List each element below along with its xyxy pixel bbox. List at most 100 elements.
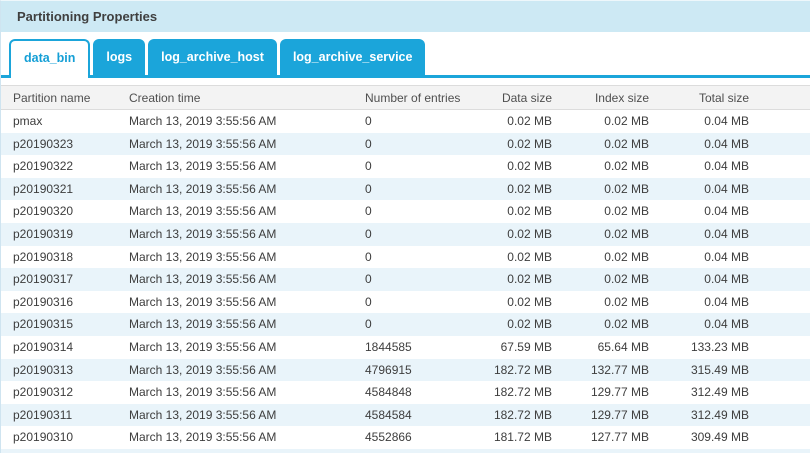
table-cell: 0.02 MB (604, 294, 649, 309)
table-cell: 132.77 MB (590, 362, 649, 377)
table-cell-filler (765, 200, 810, 223)
table-cell-filler (765, 404, 810, 427)
column-header-creation-time: Creation time (117, 85, 349, 110)
table-cell-filler (765, 381, 810, 404)
table-cell: pmax (13, 114, 43, 128)
partitions-table: Partition name Creation time Number of ent… (1, 85, 810, 449)
panel-header: Partitioning Properties (1, 1, 810, 32)
table-cell: 0.02 MB (604, 272, 649, 287)
table-cell: 0.04 MB (704, 317, 749, 332)
table-row: p20190312 March 13, 2019 3:55:56 AM 458484… (1, 381, 810, 404)
table-cell: p20190319 (13, 226, 74, 241)
tab-log_archive_host[interactable]: log_archive_host (148, 39, 277, 75)
table-cell: March 13, 2019 3:55:56 AM (129, 430, 277, 445)
table-cell: p20190322 (13, 159, 74, 174)
table-cell: 0 (365, 226, 372, 241)
table-cell-filler (765, 133, 810, 156)
table-cell: 0.02 MB (507, 114, 552, 128)
table-cell-filler (765, 155, 810, 178)
table-row: p20190322 March 13, 2019 3:55:56 AM 0 0.02 … (1, 155, 810, 178)
table-cell: 0.02 MB (507, 226, 552, 241)
table-cell: 315.49 MB (690, 362, 749, 377)
table-row: p20190319 March 13, 2019 3:55:56 AM 0 0.02 … (1, 222, 810, 246)
table-cell-filler (765, 246, 810, 269)
table-cell: 0.02 MB (507, 181, 552, 196)
table-cell: 129.77 MB (590, 407, 649, 422)
table-row: p20190315 March 13, 2019 3:55:56 AM 0 0.02 … (1, 313, 810, 336)
table-cell: 0.02 MB (507, 136, 552, 151)
table-cell: March 13, 2019 3:55:56 AM (129, 159, 277, 174)
table-cell: p20190320 (13, 204, 74, 219)
table-cell-filler (765, 359, 810, 382)
column-header-filler (765, 85, 810, 110)
table-cell: 0.04 MB (704, 272, 749, 287)
table-cell: 0.02 MB (604, 181, 649, 196)
table-cell: 0.02 MB (507, 249, 552, 264)
table-cell: 129.77 MB (590, 385, 649, 400)
table-body: pmax March 13, 2019 3:55:56 AM 0 0.02 MB 0.0… (1, 110, 810, 449)
partial-next-row (1, 448, 810, 453)
table-cell: 0.02 MB (507, 204, 552, 219)
table-cell-filler (765, 426, 810, 449)
table-cell: p20190310 (13, 430, 74, 445)
table-cell: 312.49 MB (690, 385, 749, 400)
table-cell: March 13, 2019 3:55:56 AM (129, 226, 277, 241)
table-cell: p20190316 (13, 294, 74, 309)
table-cell: 0.02 MB (507, 272, 552, 287)
table-cell-filler (765, 178, 810, 201)
table-cell: March 13, 2019 3:55:56 AM (129, 181, 277, 196)
table-cell: March 13, 2019 3:55:56 AM (129, 339, 277, 354)
table-cell: 127.77 MB (590, 430, 649, 445)
table-cell: March 13, 2019 3:55:56 AM (129, 249, 277, 264)
table-cell: 0 (365, 272, 372, 287)
table-cell: p20190313 (13, 362, 74, 377)
table-cell: 0.02 MB (604, 249, 649, 264)
table-cell: p20190314 (13, 339, 74, 354)
table-cell: 0.04 MB (704, 136, 749, 151)
table-cell: p20190311 (13, 407, 73, 422)
table-cell: 4796915 (365, 362, 412, 377)
table-cell: 4584848 (365, 385, 412, 400)
tab-data_bin[interactable]: data_bin (9, 39, 91, 78)
table-cell: 0.02 MB (604, 317, 649, 332)
table-cell: 4552866 (365, 430, 412, 445)
table-cell: 0.02 MB (507, 294, 552, 309)
table-cell-filler (765, 110, 810, 133)
table-cell: March 13, 2019 3:55:56 AM (129, 317, 277, 332)
table-row: p20190316 March 13, 2019 3:55:56 AM 0 0.02 … (1, 291, 810, 314)
table-cell: 309.49 MB (690, 430, 749, 445)
table-cell: 0.04 MB (704, 204, 749, 219)
table-cell: 0.04 MB (704, 226, 749, 241)
table-cell: 0 (365, 181, 372, 196)
table-cell: March 13, 2019 3:55:56 AM (129, 114, 277, 128)
table-cell: 0 (365, 204, 372, 219)
table-cell: 0 (365, 159, 372, 174)
table-cell: 182.72 MB (493, 362, 552, 377)
tab-logs[interactable]: logs (93, 39, 146, 75)
table-cell: 0.02 MB (604, 136, 649, 151)
table-cell-filler (765, 268, 810, 291)
table-cell: March 13, 2019 3:55:56 AM (129, 204, 277, 219)
column-header-total-size: Total size (665, 85, 765, 110)
table-row: pmax March 13, 2019 3:55:56 AM 0 0.02 MB 0.0… (1, 110, 810, 133)
tab-log_archive_service[interactable]: log_archive_service (279, 39, 426, 75)
table-cell: p20190318 (13, 249, 74, 264)
table-cell: p20190323 (13, 136, 74, 151)
table-cell: 0.02 MB (507, 317, 552, 332)
table-cell: 0.04 MB (704, 159, 749, 174)
column-header-partition-name: Partition name (1, 85, 117, 110)
column-header-index-size: Index size (568, 85, 665, 110)
table-wrap: Partition name Creation time Number of ent… (1, 85, 810, 453)
table-cell: 4584584 (365, 407, 412, 422)
table-cell: March 13, 2019 3:55:56 AM (129, 407, 277, 422)
table-cell: 133.23 MB (690, 339, 749, 354)
table-cell-filler (765, 336, 810, 359)
table-row: p20190314 March 13, 2019 3:55:56 AM 184458… (1, 336, 810, 359)
table-cell: March 13, 2019 3:55:56 AM (129, 294, 277, 309)
table-row: p20190321 March 13, 2019 3:55:56 AM 0 0.02 … (1, 177, 810, 201)
table-cell: 181.72 MB (493, 430, 552, 445)
table-row: p20190311 March 13, 2019 3:55:56 AM 458458… (1, 403, 810, 427)
table-cell: March 13, 2019 3:55:56 AM (129, 136, 277, 151)
table-cell: 182.72 MB (493, 385, 552, 400)
column-header-number-of-entries: Number of entries (349, 85, 491, 110)
